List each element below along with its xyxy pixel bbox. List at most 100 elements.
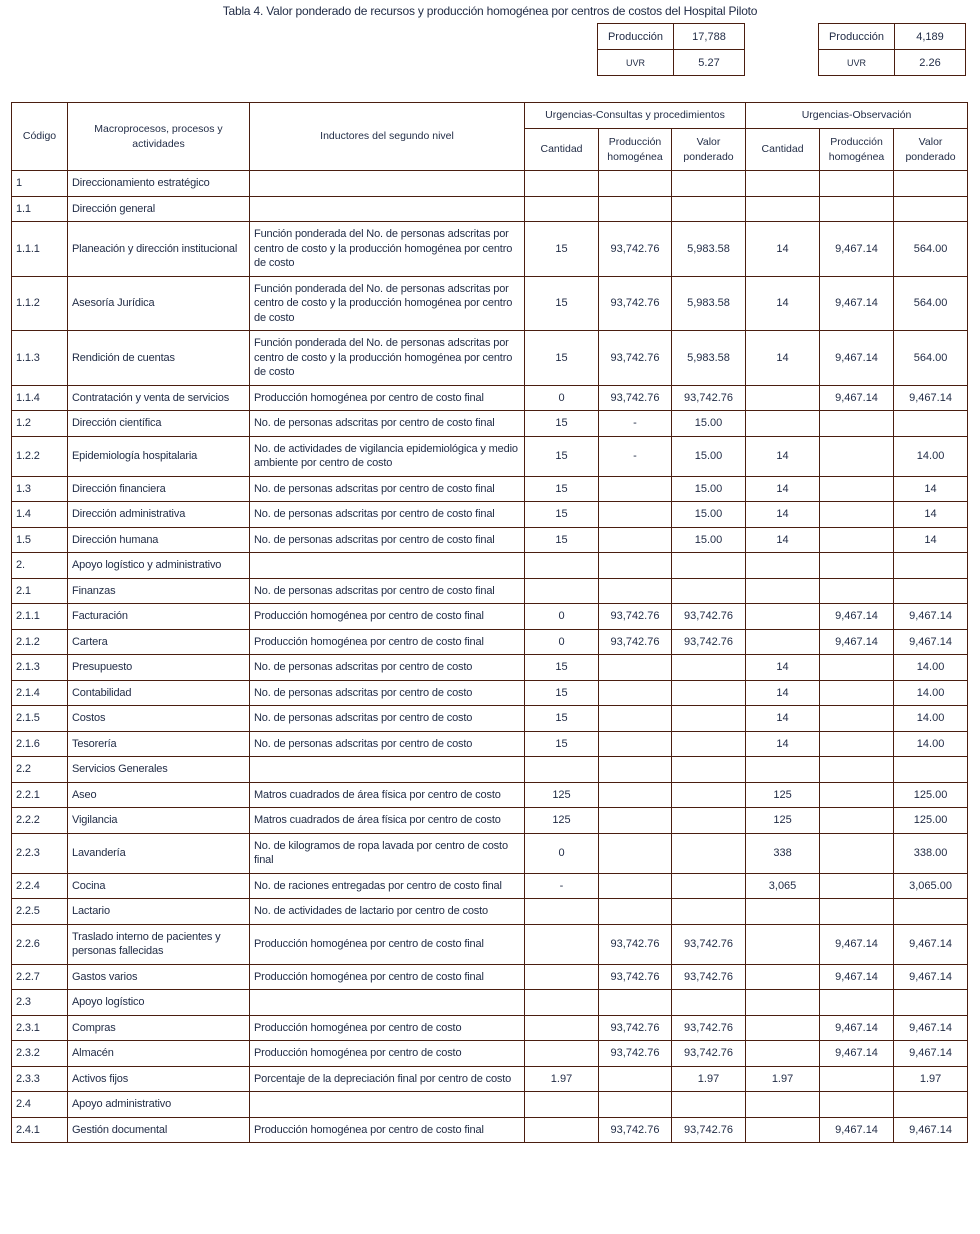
cell-cantidad-observacion bbox=[745, 552, 821, 579]
cell-codigo: 2.3.3 bbox=[11, 1065, 68, 1092]
cell-inductor bbox=[249, 989, 525, 1016]
cell-codigo: 2.1 bbox=[11, 577, 68, 604]
cell-macroproceso: Gastos varios bbox=[67, 963, 250, 990]
table-row: 2. Apoyo logístico y administrativo bbox=[11, 552, 969, 579]
cell-inductor: No. de personas adscritas por centro de … bbox=[249, 654, 525, 681]
cell-inductor bbox=[249, 1091, 525, 1118]
table-row: 2.1.5 Costos No. de personas adscritas por… bbox=[11, 705, 969, 732]
cell-produccion-observacion bbox=[819, 730, 895, 757]
cell-cantidad-consultas: 15 bbox=[524, 330, 599, 386]
cell-codigo: 1.3 bbox=[11, 475, 68, 502]
cell-cantidad-consultas: 15 bbox=[524, 501, 599, 528]
cell-cantidad-observacion bbox=[745, 756, 821, 783]
produccion-value: 4,189 bbox=[894, 23, 966, 50]
cell-valor-observacion bbox=[893, 756, 969, 783]
cell-macroproceso: Traslado interno de pacientes y personas… bbox=[67, 923, 250, 965]
table-row: 1.5 Dirección humana No. de personas adscr… bbox=[11, 526, 969, 553]
table-row: 1.2 Dirección científica No. de personas a… bbox=[11, 410, 969, 437]
header-produccion: Producción homogénea bbox=[819, 128, 895, 171]
cell-cantidad-observacion: 125 bbox=[745, 781, 821, 808]
cell-macroproceso: Gestión documental bbox=[67, 1116, 250, 1143]
cell-produccion-observacion bbox=[819, 501, 895, 528]
cell-cantidad-observacion: 14 bbox=[745, 654, 821, 681]
table-row: 2.2.4 Cocina No. de raciones entregadas po… bbox=[11, 872, 969, 899]
cell-produccion-consultas: 93,742.76 bbox=[598, 603, 672, 630]
cell-produccion-observacion bbox=[819, 654, 895, 681]
cell-inductor: Matros cuadrados de área física por cent… bbox=[249, 781, 525, 808]
cell-inductor bbox=[249, 552, 525, 579]
cell-valor-observacion: 9,467.14 bbox=[893, 923, 969, 965]
cell-valor-observacion bbox=[893, 989, 969, 1016]
cell-cantidad-observacion bbox=[745, 170, 821, 197]
cell-produccion-observacion: 9,467.14 bbox=[819, 384, 895, 411]
cell-produccion-observacion: 9,467.14 bbox=[819, 330, 895, 386]
cell-produccion-consultas: - bbox=[598, 410, 672, 437]
cell-inductor: Matros cuadrados de área física por cent… bbox=[249, 807, 525, 834]
cell-valor-consultas bbox=[670, 898, 747, 925]
header-cantidad: Cantidad bbox=[745, 128, 821, 171]
cell-cantidad-observacion bbox=[745, 963, 821, 990]
cell-produccion-consultas bbox=[598, 705, 672, 732]
cell-inductor: No. de personas adscritas por centro de … bbox=[249, 410, 525, 437]
cell-valor-consultas bbox=[670, 989, 747, 1016]
cell-valor-observacion: 564.00 bbox=[893, 330, 969, 386]
header-group-consultas: Urgencias-Consultas y procedimientos bbox=[523, 102, 747, 129]
cell-produccion-observacion bbox=[819, 195, 895, 222]
cell-valor-observacion: 14.00 bbox=[893, 654, 969, 681]
table-row: 2.1.4 Contabilidad No. de personas adscrit… bbox=[11, 679, 969, 706]
cell-cantidad-consultas bbox=[524, 195, 599, 222]
cell-macroproceso: Compras bbox=[67, 1014, 250, 1041]
cell-valor-consultas bbox=[670, 679, 747, 706]
cell-macroproceso: Contabilidad bbox=[67, 679, 250, 706]
cell-valor-observacion: 9,467.14 bbox=[893, 1040, 969, 1067]
cell-valor-consultas bbox=[670, 781, 747, 808]
cell-macroproceso: Presupuesto bbox=[67, 654, 250, 681]
table-row: 2.1.2 Cartera Producción homogénea por cen… bbox=[11, 628, 969, 655]
cell-produccion-consultas bbox=[598, 832, 672, 874]
cell-produccion-observacion bbox=[819, 435, 895, 477]
cell-produccion-consultas bbox=[598, 552, 672, 579]
cell-macroproceso: Dirección humana bbox=[67, 526, 250, 553]
cell-inductor: No. de personas adscritas por centro de … bbox=[249, 526, 525, 553]
cell-inductor: No. de personas adscritas por centro de … bbox=[249, 577, 525, 604]
cell-cantidad-observacion: 14 bbox=[745, 679, 821, 706]
header-group-observacion: Urgencias-Observación bbox=[745, 102, 969, 129]
table-row: 1.4 Dirección administrativa No. de person… bbox=[11, 501, 969, 528]
cell-inductor: Producción homogénea por centro de costo bbox=[249, 1014, 525, 1041]
cell-produccion-consultas: - bbox=[598, 435, 672, 477]
cell-codigo: 2.2.6 bbox=[11, 923, 68, 965]
table-row: 2.1.3 Presupuesto No. de personas adscrita… bbox=[11, 654, 969, 681]
cell-macroproceso: Dirección general bbox=[67, 195, 250, 222]
cell-valor-observacion bbox=[893, 898, 969, 925]
cell-cantidad-consultas: - bbox=[524, 872, 599, 899]
cell-macroproceso: Lavandería bbox=[67, 832, 250, 874]
cell-produccion-observacion: 9,467.14 bbox=[819, 1116, 895, 1143]
cell-cantidad-consultas bbox=[524, 898, 599, 925]
cell-valor-observacion: 125.00 bbox=[893, 781, 969, 808]
table-row: 2.2.2 Vigilancia Matros cuadrados de área … bbox=[11, 807, 969, 834]
cell-cantidad-observacion: 14 bbox=[745, 730, 821, 757]
cell-valor-consultas bbox=[670, 872, 747, 899]
cell-produccion-observacion bbox=[819, 577, 895, 604]
cell-valor-observacion: 9,467.14 bbox=[893, 963, 969, 990]
table-row: 2.1.1 Facturación Producción homogénea por… bbox=[11, 603, 969, 630]
cell-produccion-consultas: 93,742.76 bbox=[598, 384, 672, 411]
cell-produccion-observacion bbox=[819, 705, 895, 732]
header-valor: Valor ponderado bbox=[893, 128, 969, 171]
cell-produccion-observacion bbox=[819, 989, 895, 1016]
cell-macroproceso: Cartera bbox=[67, 628, 250, 655]
cell-valor-consultas bbox=[670, 1091, 747, 1118]
uvr-value: 2.26 bbox=[894, 49, 966, 76]
cell-valor-consultas bbox=[670, 807, 747, 834]
cell-cantidad-consultas bbox=[524, 756, 599, 783]
cell-macroproceso: Epidemiología hospitalaria bbox=[67, 435, 250, 477]
cell-codigo: 1.1 bbox=[11, 195, 68, 222]
cell-valor-consultas: 93,742.76 bbox=[670, 923, 747, 965]
cell-produccion-consultas bbox=[598, 170, 672, 197]
cell-valor-consultas: 5,983.58 bbox=[670, 275, 747, 331]
cell-cantidad-observacion: 1.97 bbox=[745, 1065, 821, 1092]
cell-produccion-consultas: 93,742.76 bbox=[598, 275, 672, 331]
cell-cantidad-consultas: 15 bbox=[524, 679, 599, 706]
cell-produccion-observacion bbox=[819, 475, 895, 502]
cell-produccion-consultas bbox=[598, 781, 672, 808]
